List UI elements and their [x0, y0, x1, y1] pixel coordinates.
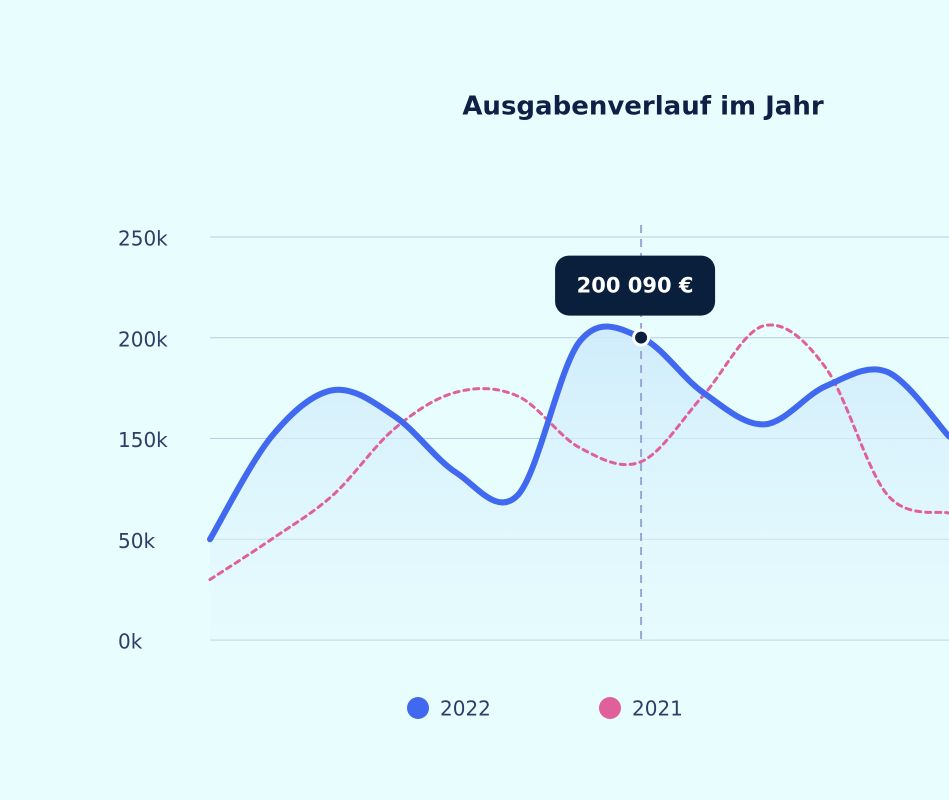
- tooltip-label: 200 090 €: [577, 274, 694, 298]
- y-tick-label: 250k: [118, 227, 168, 251]
- line: [207, 323, 949, 543]
- area: [210, 326, 949, 640]
- chart-title: Ausgabenverlauf im Jahr: [462, 92, 824, 122]
- legend-swatch: [599, 697, 621, 719]
- tooltip: [555, 255, 716, 316]
- legend-label: 2022: [440, 697, 491, 721]
- y-tick-label: 200k: [118, 327, 168, 351]
- y-tick-label: 150k: [118, 428, 168, 452]
- legend-swatch: [407, 697, 429, 719]
- line: [208, 323, 949, 582]
- y-tick-label: 0k: [118, 630, 143, 654]
- y-tick-label: 50k: [118, 529, 155, 553]
- legend-label: 2021: [632, 697, 683, 721]
- highlight-dot: [635, 331, 648, 344]
